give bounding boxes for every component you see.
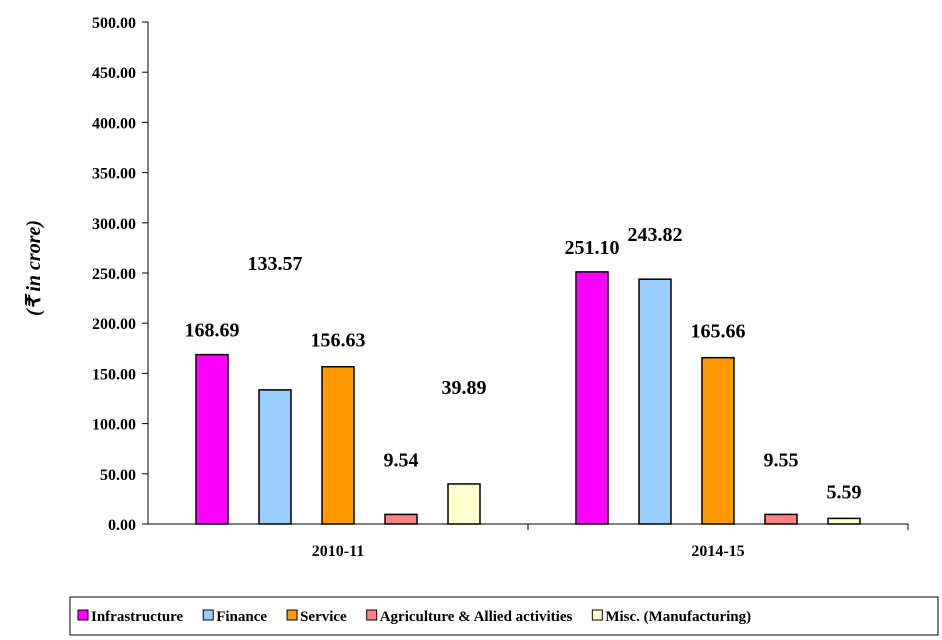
bar-finance	[638, 278, 672, 525]
data-label: 133.57	[248, 253, 303, 275]
legend-entry: Service	[300, 609, 347, 625]
bar-service	[701, 356, 735, 525]
y-axis-label-group: (₹ in crore)	[23, 220, 45, 316]
legend-swatch	[286, 609, 298, 621]
y-tick-label: 100.00	[92, 417, 136, 434]
data-label: 39.89	[442, 377, 487, 399]
legend-box	[69, 596, 939, 636]
data-label: 5.59	[827, 481, 862, 503]
bar-service	[321, 365, 355, 525]
legend-entry: Misc. (Manufacturing)	[605, 609, 751, 625]
y-axis-label: (₹ in crore)	[23, 220, 45, 316]
legend: Infrastructure Finance Service Agriculture …	[69, 596, 939, 636]
y-tick-label: 500.00	[92, 15, 136, 32]
bars	[195, 271, 861, 525]
bar-infrastructure	[195, 353, 229, 525]
y-tick-label: 350.00	[92, 166, 136, 183]
bar-finance	[258, 389, 292, 525]
legend-swatch	[77, 609, 89, 621]
y-tick-label: 200.00	[92, 316, 136, 333]
bar-misc-manufacturing-	[447, 483, 481, 525]
y-tick-label: 250.00	[92, 266, 136, 283]
legend-entry: Infrastructure	[91, 609, 184, 625]
bar-agriculture-allied-activities	[384, 513, 418, 525]
category-label: 2010-11	[312, 543, 364, 560]
bar-infrastructure	[575, 271, 609, 525]
data-label: 243.82	[628, 224, 683, 246]
y-tick-label: 400.00	[92, 115, 136, 132]
y-tick-label: 150.00	[92, 366, 136, 383]
legend-entry: Finance	[216, 609, 267, 625]
category-label: 2014-15	[691, 543, 744, 560]
data-label: 9.55	[764, 449, 799, 471]
data-label: 9.54	[384, 449, 419, 471]
legend-entry: Agriculture & Allied activities	[380, 609, 573, 625]
y-tick-label: 0.00	[108, 517, 136, 534]
y-tick-label: 300.00	[92, 216, 136, 233]
data-label: 165.66	[691, 321, 746, 343]
y-tick-label: 50.00	[100, 467, 136, 484]
y-tick-label: 450.00	[92, 65, 136, 82]
bar-misc-manufacturing-	[827, 517, 861, 525]
category-labels: 2010-11 2014-15	[312, 543, 745, 560]
data-label: 168.69	[185, 320, 240, 342]
bar-agriculture-allied-activities	[764, 513, 798, 525]
data-label: 251.10	[565, 237, 620, 259]
y-ticks: 0.00 50.00 100.00 150.00 200.00 250.00 300.00 3…	[92, 15, 148, 534]
data-labels: 168.69 133.57 156.63 9.54 39.89 251.10 243.82 1…	[185, 224, 862, 503]
legend-swatch	[591, 609, 603, 621]
legend-swatch	[202, 609, 214, 621]
legend-swatch	[366, 609, 378, 621]
data-label: 156.63	[311, 330, 366, 352]
